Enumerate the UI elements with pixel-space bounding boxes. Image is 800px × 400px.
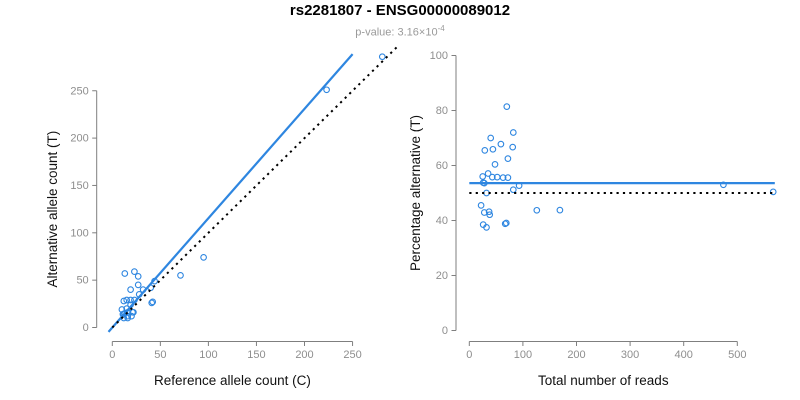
percentage-alt-data-point bbox=[487, 134, 495, 142]
allele-counts-data-point bbox=[120, 297, 128, 305]
allele-counts-x-tick-label: 250 bbox=[343, 349, 361, 361]
percentage-alt-data-point bbox=[497, 140, 505, 148]
allele-counts-data-point bbox=[200, 254, 207, 261]
percentage-alt-data-point bbox=[502, 219, 510, 227]
allele-counts-data-point bbox=[131, 268, 138, 275]
percentage-alt-y-tick-label: 40 bbox=[436, 215, 448, 227]
allele-counts-y-tick-label: 150 bbox=[70, 180, 88, 192]
percentage-alt-data-point bbox=[489, 145, 497, 153]
allele-counts-y-tick-label: 200 bbox=[70, 133, 88, 145]
percentage-alt-x-tick-label: 100 bbox=[514, 349, 532, 361]
pvalue-exponent: -4 bbox=[437, 24, 445, 33]
percentage-alt-x-tick-label: 300 bbox=[621, 349, 639, 361]
percentage-alt-y-tick-label: 60 bbox=[436, 160, 448, 172]
figure-subtitle: p-value: 3.16×10-4 bbox=[0, 24, 800, 39]
percentage-alt-data-point bbox=[503, 103, 511, 110]
percentage-alt-data-point bbox=[480, 209, 488, 216]
allele-counts-data-point bbox=[127, 286, 134, 293]
percentage-alt-data-point bbox=[483, 224, 490, 231]
percentage-alt-data-point bbox=[509, 143, 517, 151]
percentage-alt-data-point bbox=[485, 208, 493, 216]
percentage-alt-data-point bbox=[477, 202, 485, 209]
percentage-alt-data-point bbox=[501, 220, 509, 228]
percentage-alt-data-point bbox=[504, 174, 512, 181]
allele-counts-x-axis-title: Reference allele count (C) bbox=[154, 373, 311, 388]
figure-title: rs2281807 - ENSG00000089012 bbox=[289, 2, 511, 19]
allele-counts-y-tick-label: 50 bbox=[76, 275, 88, 287]
allele-counts-data-point bbox=[149, 298, 157, 306]
percentage-alt-x-tick-label: 200 bbox=[567, 349, 585, 361]
allele-counts-y-axis-title: Alternative allele count (T) bbox=[45, 131, 60, 288]
allele-counts-data-point bbox=[127, 296, 134, 304]
allele-counts-data-point bbox=[123, 296, 131, 304]
allele-counts-data-point bbox=[177, 272, 184, 279]
allele-counts-data-point bbox=[134, 281, 142, 289]
allele-counts-y-tick-label: 0 bbox=[83, 322, 89, 334]
percentage-alt-x-tick-label: 500 bbox=[728, 349, 746, 361]
percentage-alt-data-point bbox=[509, 186, 517, 194]
allele-counts-fitted-line bbox=[107, 53, 354, 333]
percentage-alt-data-point bbox=[479, 173, 487, 180]
percentage-alt-y-tick-label: 100 bbox=[430, 50, 448, 62]
allele-counts-x-tick-label: 50 bbox=[154, 349, 166, 361]
percentage-alt-x-axis-title: Total number of reads bbox=[538, 373, 669, 388]
percentage-alt-x-tick-label: 400 bbox=[675, 349, 693, 361]
allele-counts-x-tick-label: 0 bbox=[109, 349, 115, 361]
allele-counts-data-point bbox=[121, 270, 129, 277]
percentage-alt-data-point bbox=[769, 188, 777, 196]
percentage-alt-data-point bbox=[486, 211, 494, 219]
allele-counts-y-tick-label: 250 bbox=[70, 85, 88, 97]
allele-counts-data-point bbox=[148, 299, 156, 307]
percentage-alt-data-point bbox=[483, 189, 490, 197]
percentage-alt-data-point bbox=[556, 206, 564, 214]
percentage-alt-data-point bbox=[533, 206, 541, 214]
allele-counts-data-point bbox=[323, 86, 330, 94]
allele-counts-data-point bbox=[134, 273, 142, 280]
percentage-alt-data-point bbox=[488, 173, 496, 181]
allele-counts-data-point bbox=[378, 53, 386, 61]
allele-counts-data-point bbox=[124, 314, 132, 322]
allele-counts-x-tick-label: 100 bbox=[199, 349, 217, 361]
pvalue-text: p-value: 3.16×10 bbox=[355, 26, 438, 39]
percentage-alt-x-tick-label: 0 bbox=[466, 349, 472, 361]
percentage-alt-data-point bbox=[499, 174, 507, 181]
allele-counts-x-tick-label: 150 bbox=[247, 349, 265, 361]
percentage-alt-data-point bbox=[504, 155, 512, 162]
allele-counts-y-tick-label: 100 bbox=[70, 227, 88, 239]
allele-counts-data-point bbox=[128, 312, 135, 320]
percentage-alt-y-tick-label: 0 bbox=[442, 325, 448, 337]
percentage-alt-y-tick-label: 20 bbox=[436, 270, 448, 282]
percentage-alt-data-point bbox=[484, 170, 492, 177]
percentage-alt-y-tick-label: 80 bbox=[436, 105, 448, 117]
allele-counts-data-point bbox=[130, 308, 137, 316]
percentage-alt-data-point bbox=[509, 129, 517, 136]
allele-counts-x-tick-label: 200 bbox=[295, 349, 313, 361]
percentage-alt-data-point bbox=[481, 147, 489, 154]
allele-counts-identity-line bbox=[111, 46, 398, 329]
percentage-alt-y-axis-title: Percentage alternative (T) bbox=[408, 115, 423, 271]
percentage-alt-data-point bbox=[491, 161, 499, 168]
